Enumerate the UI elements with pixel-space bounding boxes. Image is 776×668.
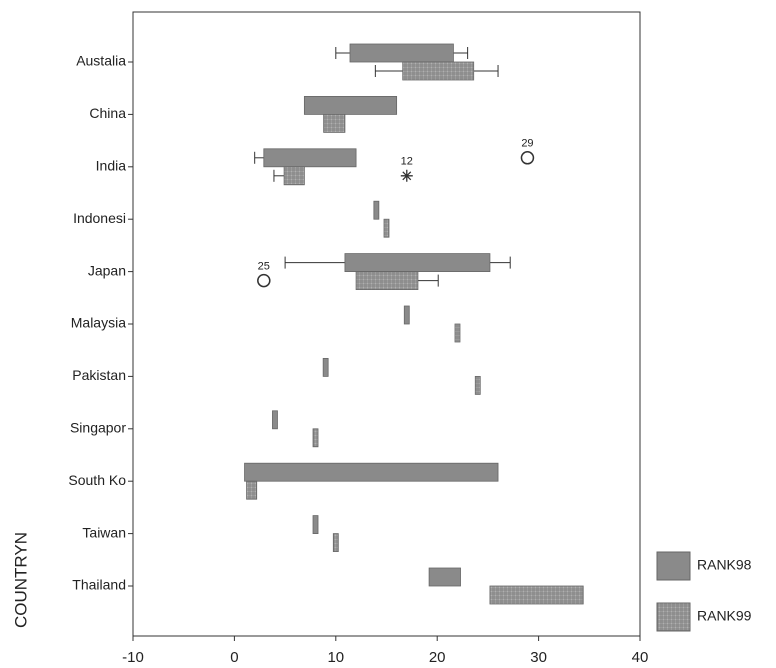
- outlier: [520, 151, 535, 165]
- x-tick-label: 10: [327, 649, 344, 666]
- box: [323, 114, 346, 133]
- y-tick-label: Indonesi: [73, 210, 126, 226]
- y-tick-label: South Ko: [68, 472, 126, 488]
- y-tick-label: Singapor: [70, 420, 126, 436]
- box: [244, 462, 499, 482]
- box: [403, 305, 410, 325]
- box: [332, 533, 339, 552]
- x-tick-label: 40: [632, 649, 649, 666]
- x-tick-label: 30: [530, 649, 547, 666]
- outlier-label: 25: [258, 261, 270, 273]
- legend-label: RANK99: [697, 608, 752, 624]
- box: [312, 515, 319, 534]
- y-tick-label: Japan: [88, 262, 126, 278]
- box: [402, 61, 475, 81]
- box: [344, 253, 491, 273]
- box: [283, 166, 305, 186]
- box: [349, 43, 454, 63]
- y-tick-label: Pakistan: [72, 367, 126, 383]
- box: [303, 96, 398, 115]
- y-tick-label: Taiwan: [82, 524, 126, 540]
- box: [263, 148, 357, 168]
- box: [272, 410, 278, 430]
- y-axis-label: COUNTRYN: [11, 532, 30, 628]
- x-tick-label: -10: [122, 649, 144, 666]
- box: [454, 323, 461, 343]
- legend-swatch: [656, 602, 691, 632]
- box: [474, 375, 481, 395]
- x-tick-label: 20: [429, 649, 446, 666]
- box: [489, 585, 584, 605]
- outlier: [400, 169, 413, 182]
- box: [383, 218, 390, 238]
- outlier-label: 29: [521, 138, 533, 150]
- y-tick-label: Austalia: [76, 53, 126, 69]
- box: [355, 271, 419, 291]
- y-tick-label: India: [96, 158, 127, 174]
- box: [246, 480, 258, 500]
- box: [428, 567, 461, 587]
- box: [373, 200, 380, 220]
- y-tick-label: China: [89, 105, 126, 121]
- box: [312, 428, 319, 448]
- y-tick-label: Malaysia: [71, 315, 126, 331]
- box: [322, 357, 329, 377]
- outlier: [257, 273, 271, 288]
- legend-swatch: [656, 551, 691, 581]
- outlier-label: 12: [401, 156, 413, 168]
- y-tick-label: Thailand: [72, 577, 126, 593]
- legend-label: RANK98: [697, 557, 752, 573]
- x-tick-label: 0: [230, 649, 238, 666]
